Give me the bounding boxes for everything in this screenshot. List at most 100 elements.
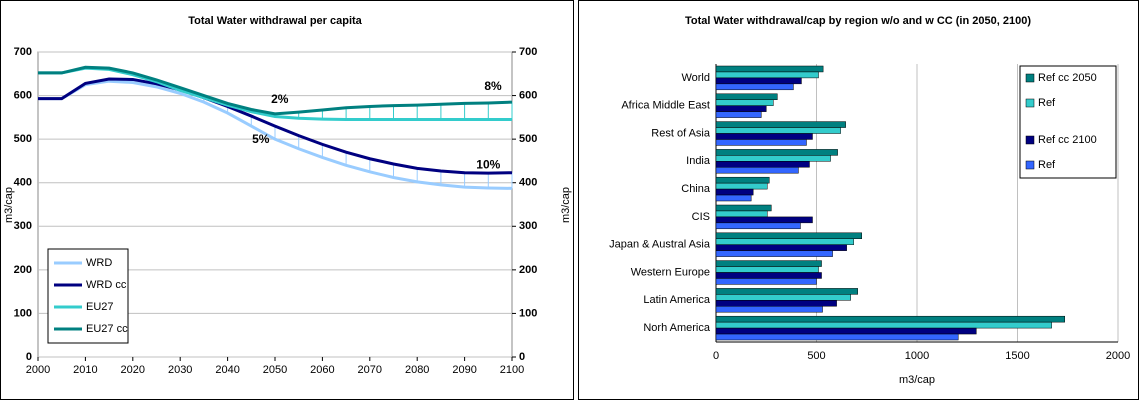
legend-swatch bbox=[1025, 135, 1035, 145]
x-tick-label: 2010 bbox=[73, 364, 97, 376]
chart-title: Total Water withdrawal per capita bbox=[188, 15, 362, 27]
bar bbox=[715, 232, 862, 240]
legend-label: EU27 bbox=[86, 301, 114, 313]
bar bbox=[715, 333, 959, 341]
bar bbox=[715, 161, 810, 168]
bar bbox=[715, 83, 794, 91]
bar bbox=[715, 194, 752, 202]
annotation: 10% bbox=[476, 157, 500, 171]
bar bbox=[715, 188, 754, 196]
y-tick-label: Latin America bbox=[643, 294, 711, 306]
x-tick-label: 2080 bbox=[405, 364, 429, 376]
bar bbox=[715, 65, 824, 73]
y-tick-label: India bbox=[686, 155, 711, 167]
bar bbox=[715, 300, 837, 307]
bar bbox=[715, 111, 762, 118]
y-tick-label: Western Europe bbox=[631, 266, 710, 278]
bar bbox=[715, 99, 774, 106]
bar bbox=[715, 250, 833, 257]
legend bbox=[1019, 65, 1117, 179]
x-tick-label: 2000 bbox=[1106, 350, 1130, 362]
bar bbox=[715, 210, 768, 218]
x-tick-label: 2040 bbox=[215, 364, 239, 376]
bar bbox=[715, 327, 977, 335]
x-tick-label: 2090 bbox=[452, 364, 476, 376]
y-tick-label: Japan & Austral Asia bbox=[609, 239, 711, 251]
bar bbox=[715, 222, 801, 230]
bar bbox=[715, 167, 799, 174]
x-tick-label: 1500 bbox=[1005, 350, 1029, 362]
annotation: 8% bbox=[484, 79, 502, 93]
bar bbox=[715, 306, 823, 313]
y2-axis-label: m3/cap bbox=[560, 187, 572, 223]
y2-tick-label: 500 bbox=[519, 133, 537, 145]
chart-title: Total Water withdrawal/cap by region w/o… bbox=[685, 15, 1031, 27]
x-tick-label: 2060 bbox=[310, 364, 334, 376]
y-tick-label: World bbox=[681, 72, 710, 84]
bar bbox=[715, 321, 1052, 329]
bar bbox=[715, 216, 813, 224]
bar bbox=[715, 121, 846, 128]
legend-label: WRD cc bbox=[86, 279, 127, 291]
bar bbox=[715, 204, 772, 212]
legend-swatch bbox=[1025, 73, 1035, 83]
y-axis-label: m3/cap bbox=[3, 187, 15, 223]
y2-tick-label: 200 bbox=[519, 264, 537, 276]
legend-label: Ref bbox=[1038, 97, 1056, 109]
annotation: 5% bbox=[252, 132, 270, 146]
y2-tick-label: 0 bbox=[519, 351, 525, 363]
x-tick-label: 2030 bbox=[168, 364, 192, 376]
bar bbox=[715, 127, 841, 134]
line-series bbox=[38, 77, 513, 175]
y2-tick-label: 600 bbox=[519, 89, 537, 101]
y-tick-label: CIS bbox=[692, 211, 710, 223]
x-tick-label: 500 bbox=[807, 350, 825, 362]
bar bbox=[715, 149, 838, 156]
bar bbox=[715, 133, 813, 140]
bar bbox=[715, 155, 831, 162]
bar bbox=[715, 278, 817, 285]
bar bbox=[715, 176, 770, 184]
y-tick-label: 100 bbox=[14, 307, 32, 319]
bar bbox=[715, 260, 822, 267]
x-axis-label: m3/cap bbox=[899, 374, 935, 386]
y-tick-label: 500 bbox=[14, 133, 32, 145]
bar bbox=[715, 77, 802, 85]
legend-label: Ref bbox=[1038, 159, 1056, 171]
line-series bbox=[38, 65, 513, 116]
bar bbox=[715, 272, 822, 279]
bar bbox=[715, 139, 807, 146]
x-tick-label: 1000 bbox=[905, 350, 929, 362]
x-tick-label: 2000 bbox=[26, 364, 50, 376]
bar bbox=[715, 288, 858, 295]
y-tick-label: Africa Middle East bbox=[621, 100, 710, 112]
bar bbox=[715, 315, 1065, 323]
bar bbox=[715, 294, 851, 301]
y-tick-label: 700 bbox=[14, 46, 32, 58]
bar bbox=[715, 93, 778, 101]
legend-swatch bbox=[1025, 160, 1035, 170]
y2-tick-label: 400 bbox=[519, 177, 537, 189]
y-tick-label: Norh America bbox=[643, 322, 711, 334]
legend-label: WRD bbox=[86, 257, 112, 269]
bar bbox=[715, 266, 819, 273]
y-tick-label: 400 bbox=[14, 177, 32, 189]
bar bbox=[715, 244, 847, 251]
legend bbox=[47, 248, 129, 344]
x-tick-label: 2050 bbox=[263, 364, 287, 376]
line-series bbox=[38, 79, 513, 190]
bar bbox=[715, 105, 767, 112]
y-tick-label: 300 bbox=[14, 220, 32, 232]
x-tick-label: 2100 bbox=[500, 364, 524, 376]
legend-swatch bbox=[1025, 98, 1035, 108]
y-tick-label: Rest of Asia bbox=[651, 127, 711, 139]
y2-tick-label: 300 bbox=[519, 220, 537, 232]
y2-tick-label: 100 bbox=[519, 307, 537, 319]
x-tick-label: 2070 bbox=[358, 364, 382, 376]
y-tick-label: 600 bbox=[14, 89, 32, 101]
bar bbox=[715, 182, 768, 190]
legend-label: Ref cc 2050 bbox=[1038, 72, 1097, 84]
x-tick-label: 2020 bbox=[121, 364, 145, 376]
legend-label: Ref cc 2100 bbox=[1038, 134, 1097, 146]
